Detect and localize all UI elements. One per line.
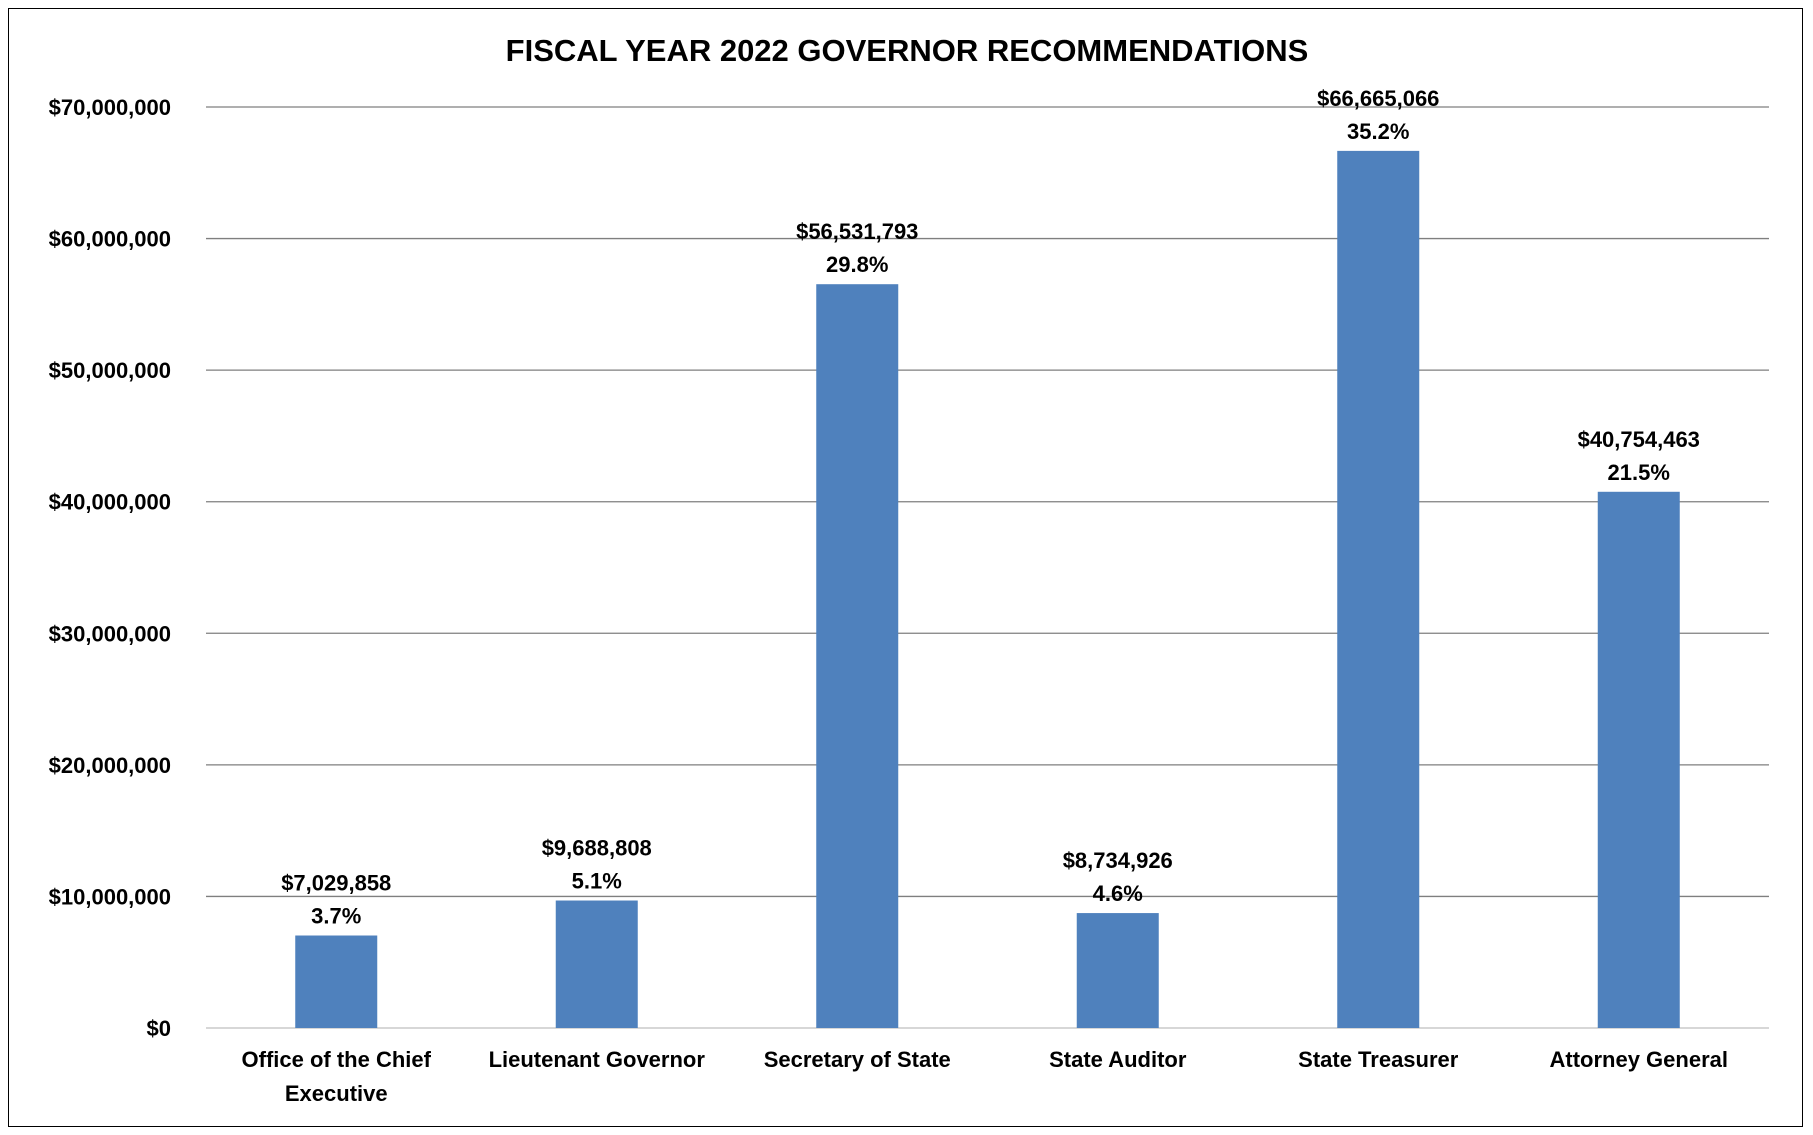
data-label-value: $7,029,858 — [281, 871, 391, 896]
bar — [295, 935, 378, 1028]
bars — [295, 150, 1680, 1029]
chart-frame: FISCAL YEAR 2022 GOVERNOR RECOMMENDATION… — [8, 8, 1803, 1127]
data-label-value: $40,754,463 — [1578, 427, 1700, 452]
data-labels: $7,029,858 3.7% $9,688,808 5.1% $56,531,793 2… — [281, 86, 1700, 929]
x-category-label: Executive — [285, 1081, 388, 1106]
y-tick-label: $50,000,000 — [49, 358, 171, 383]
y-axis-tick-labels: $0 $10,000,000 $20,000,000 $30,000,000 $40,0… — [49, 95, 171, 1041]
x-category-label: State Treasurer — [1298, 1047, 1459, 1072]
bar — [816, 284, 899, 1028]
x-category-label: Lieutenant Governor — [489, 1047, 706, 1072]
data-label-percent: 29.8% — [826, 252, 888, 277]
y-tick-label: $30,000,000 — [49, 621, 171, 646]
bar — [1076, 913, 1159, 1028]
x-category-label: Attorney General — [1550, 1047, 1729, 1072]
y-tick-label: $40,000,000 — [49, 490, 171, 515]
bar-chart: FISCAL YEAR 2022 GOVERNOR RECOMMENDATION… — [49, 33, 1769, 1106]
y-tick-label: $20,000,000 — [49, 753, 171, 778]
y-tick-label: $10,000,000 — [49, 884, 171, 909]
x-axis-category-labels: Office of the Chief Executive Lieutenant G… — [242, 1047, 1728, 1106]
data-label-percent: 4.6% — [1093, 881, 1143, 906]
y-tick-label: $70,000,000 — [49, 95, 171, 120]
data-label-value: $8,734,926 — [1063, 848, 1173, 873]
x-category-label: Office of the Chief — [242, 1047, 432, 1072]
data-label-value: $56,531,793 — [796, 219, 918, 244]
data-label-percent: 35.2% — [1347, 119, 1409, 144]
bar — [555, 900, 638, 1028]
x-category-label: Secretary of State — [764, 1047, 951, 1072]
data-label-percent: 3.7% — [311, 904, 361, 929]
data-label-percent: 5.1% — [572, 869, 622, 894]
y-tick-label: $0 — [147, 1016, 171, 1041]
gridlines — [206, 106, 1769, 1029]
bar — [1337, 150, 1420, 1029]
data-label-percent: 21.5% — [1608, 460, 1670, 485]
bar — [1597, 491, 1680, 1028]
x-category-label: State Auditor — [1049, 1047, 1187, 1072]
data-label-value: $9,688,808 — [542, 836, 652, 861]
data-label-value: $66,665,066 — [1317, 86, 1439, 111]
chart-title: FISCAL YEAR 2022 GOVERNOR RECOMMENDATION… — [506, 33, 1309, 68]
y-tick-label: $60,000,000 — [49, 227, 171, 252]
